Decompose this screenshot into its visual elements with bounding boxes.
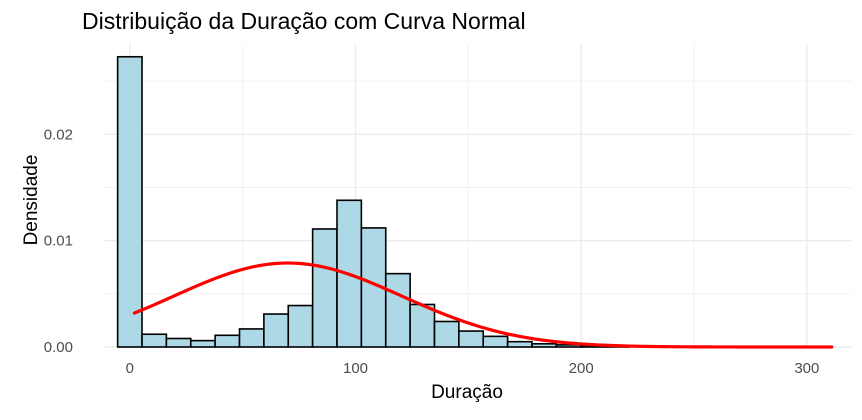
- histogram-bar: [263, 313, 290, 348]
- normal-curve-layer: [132, 261, 834, 349]
- histogram-bar: [458, 330, 485, 348]
- histogram-bar: [384, 272, 411, 348]
- y-axis-label: Densidade: [21, 154, 42, 246]
- minor-grid: [105, 44, 852, 347]
- histogram-bar: [287, 304, 314, 348]
- histogram-bar: [482, 335, 509, 348]
- histogram-bar: [165, 337, 192, 348]
- histogram-bar: [141, 333, 168, 348]
- y-axis-ticks: 0.00 0.01 0.02: [44, 126, 73, 356]
- histogram-bars: [116, 55, 631, 348]
- histogram-bar: [433, 320, 460, 348]
- x-tick-label: 0: [126, 360, 134, 377]
- histogram-bar: [214, 334, 241, 348]
- x-tick-label: 200: [569, 360, 594, 377]
- x-tick-label: 100: [343, 360, 368, 377]
- histogram-bar: [238, 328, 265, 348]
- histogram-bar: [311, 228, 338, 348]
- histogram-bar: [116, 55, 143, 348]
- histogram-bar: [409, 303, 436, 348]
- y-tick-label: 0.00: [44, 339, 73, 356]
- histogram-bar: [189, 339, 216, 348]
- chart-title: Distribuição da Duração com Curva Normal: [82, 8, 526, 34]
- y-tick-label: 0.01: [44, 233, 73, 250]
- x-axis-label: Duração: [431, 382, 503, 403]
- major-grid: [105, 44, 852, 348]
- y-tick-label: 0.02: [44, 126, 73, 143]
- histogram-bar: [531, 343, 558, 348]
- normal-curve: [132, 261, 834, 349]
- histogram-bar: [506, 340, 533, 348]
- x-tick-label: 300: [794, 360, 819, 377]
- x-axis-ticks: 0 100 200 300: [126, 360, 820, 377]
